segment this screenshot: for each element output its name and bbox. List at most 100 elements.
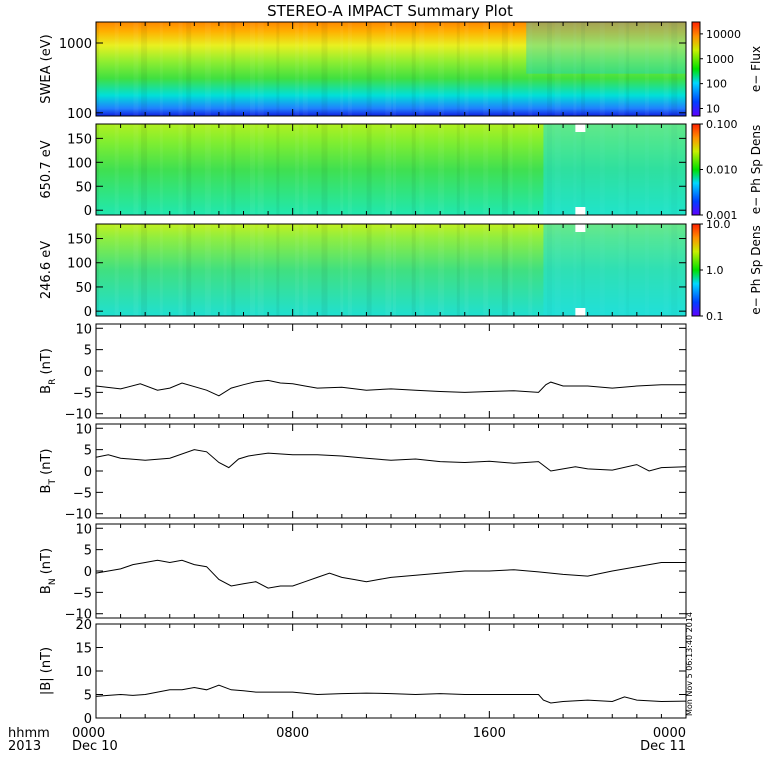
series-line bbox=[95, 449, 687, 472]
heatmap-texture bbox=[501, 22, 508, 116]
y-tick-label: 5 bbox=[84, 444, 92, 459]
heatmap-texture bbox=[644, 22, 649, 116]
colorbar-tick-label: 0.010 bbox=[706, 164, 738, 177]
heatmap-texture bbox=[186, 124, 192, 215]
y-tick-label: −5 bbox=[73, 386, 92, 401]
heatmap-texture bbox=[347, 22, 352, 116]
data-gap bbox=[575, 224, 586, 232]
heatmap-texture bbox=[438, 124, 445, 215]
y-tick-label: −5 bbox=[73, 586, 92, 601]
x-tick-label: 0000 bbox=[653, 726, 686, 741]
heatmap-texture bbox=[340, 224, 344, 316]
y-axis-label-unit: (nT) bbox=[39, 449, 54, 479]
panel-1: 10 100 1000 10000 e− Flux 100 1000 SWEA (eV) bbox=[39, 21, 763, 122]
colorbar-tick-label: 10 bbox=[706, 103, 720, 116]
heatmap-texture bbox=[223, 22, 227, 116]
heatmap-texture bbox=[385, 22, 392, 116]
heatmap-texture bbox=[159, 224, 163, 316]
y-tick-label: −10 bbox=[65, 408, 92, 423]
heatmap-region bbox=[543, 224, 686, 316]
heatmap-texture bbox=[509, 22, 513, 116]
heatmap-texture bbox=[257, 22, 264, 116]
heatmap-texture bbox=[385, 224, 392, 316]
heatmap-texture bbox=[528, 22, 533, 116]
colorbar bbox=[691, 123, 701, 216]
generation-timestamp: Mon Nov 5 06:13:40 2014 bbox=[685, 612, 694, 716]
heatmap-texture bbox=[96, 224, 99, 316]
y-axis-label-unit: (nT) bbox=[39, 348, 54, 378]
heatmap-texture bbox=[618, 22, 625, 116]
y-axis-label-sub: T bbox=[48, 479, 58, 486]
corner-label-hhmm: hhmm bbox=[8, 726, 50, 741]
heatmap-texture bbox=[302, 224, 308, 316]
heatmap-texture bbox=[257, 224, 264, 316]
heatmap-texture bbox=[257, 124, 264, 215]
y-tick-label: 0 bbox=[84, 305, 92, 320]
y-tick-label: 20 bbox=[75, 618, 92, 633]
heatmap-texture bbox=[411, 124, 416, 215]
y-axis-label: 650.7 eV bbox=[39, 140, 54, 198]
heatmap-texture bbox=[483, 22, 489, 116]
heatmap-texture bbox=[204, 22, 211, 116]
heatmap-texture bbox=[133, 22, 139, 116]
colorbar-tick-label: 0.001 bbox=[706, 209, 738, 222]
y-tick-label: 0 bbox=[84, 465, 92, 480]
y-tick-label: 5 bbox=[84, 689, 92, 704]
y-axis-label-main: B bbox=[39, 485, 54, 494]
heatmap-texture bbox=[178, 224, 183, 316]
date-label-start: Dec 10 bbox=[72, 739, 118, 754]
heatmap-texture bbox=[347, 124, 352, 215]
date-label-end: Dec 11 bbox=[640, 739, 686, 754]
heatmap-texture bbox=[599, 22, 605, 116]
heatmap-texture bbox=[295, 224, 300, 316]
heatmap-texture bbox=[133, 224, 139, 316]
heatmap-texture bbox=[141, 124, 148, 215]
colorbar-label: e− Ph Sp Dens bbox=[749, 225, 763, 314]
heatmap-texture bbox=[133, 124, 139, 215]
heatmap-texture bbox=[456, 22, 460, 116]
heatmap-texture bbox=[483, 124, 489, 215]
heatmap-texture bbox=[231, 22, 236, 116]
heatmap-texture bbox=[554, 22, 561, 116]
y-tick-label: 10 bbox=[75, 422, 92, 437]
y-tick-label: 150 bbox=[67, 132, 92, 147]
heatmap-texture bbox=[411, 22, 416, 116]
heatmap-texture bbox=[483, 224, 489, 316]
y-axis-label-main: B bbox=[39, 585, 54, 594]
colorbar-tick-label: 1000 bbox=[706, 53, 734, 66]
x-tick-label: 1600 bbox=[473, 726, 506, 741]
colorbar-tick-label: 0.1 bbox=[706, 310, 724, 323]
heatmap-texture bbox=[302, 124, 308, 215]
heatmap-texture bbox=[528, 224, 533, 316]
panel-7: 20 15 10 5 0 |B| (nT) bbox=[39, 618, 687, 727]
heatmap-texture bbox=[114, 22, 119, 116]
heatmap-texture bbox=[141, 224, 148, 316]
y-tick-label: 5 bbox=[84, 344, 92, 359]
y-tick-label: 100 bbox=[67, 257, 92, 272]
heatmap-texture bbox=[366, 224, 372, 316]
heatmap-texture bbox=[250, 224, 255, 316]
y-tick-label: 1000 bbox=[59, 37, 92, 52]
heatmap-region bbox=[526, 22, 686, 74]
heatmap-texture bbox=[178, 22, 183, 116]
data-gap bbox=[575, 207, 586, 215]
heatmap-texture bbox=[223, 224, 227, 316]
heatmap-texture bbox=[626, 22, 630, 116]
y-axis-label: BT (nT) bbox=[39, 449, 58, 494]
heatmap-texture bbox=[438, 22, 445, 116]
panel-frame bbox=[95, 623, 687, 719]
heatmap-texture bbox=[366, 124, 372, 215]
heatmap-texture bbox=[276, 224, 280, 316]
y-axis-label: BN (nT) bbox=[39, 548, 58, 594]
heatmap-texture bbox=[393, 124, 396, 215]
series-line bbox=[95, 684, 687, 704]
y-tick-label: −5 bbox=[73, 486, 92, 501]
heatmap-texture bbox=[501, 124, 508, 215]
y-tick-label: 10 bbox=[75, 522, 92, 537]
panel-2: 0.001 0.010 0.100 e− Ph Sp Dens 0 50 100 150 650… bbox=[39, 118, 763, 222]
panel-frame bbox=[95, 323, 687, 419]
heatmap-texture bbox=[464, 124, 469, 215]
